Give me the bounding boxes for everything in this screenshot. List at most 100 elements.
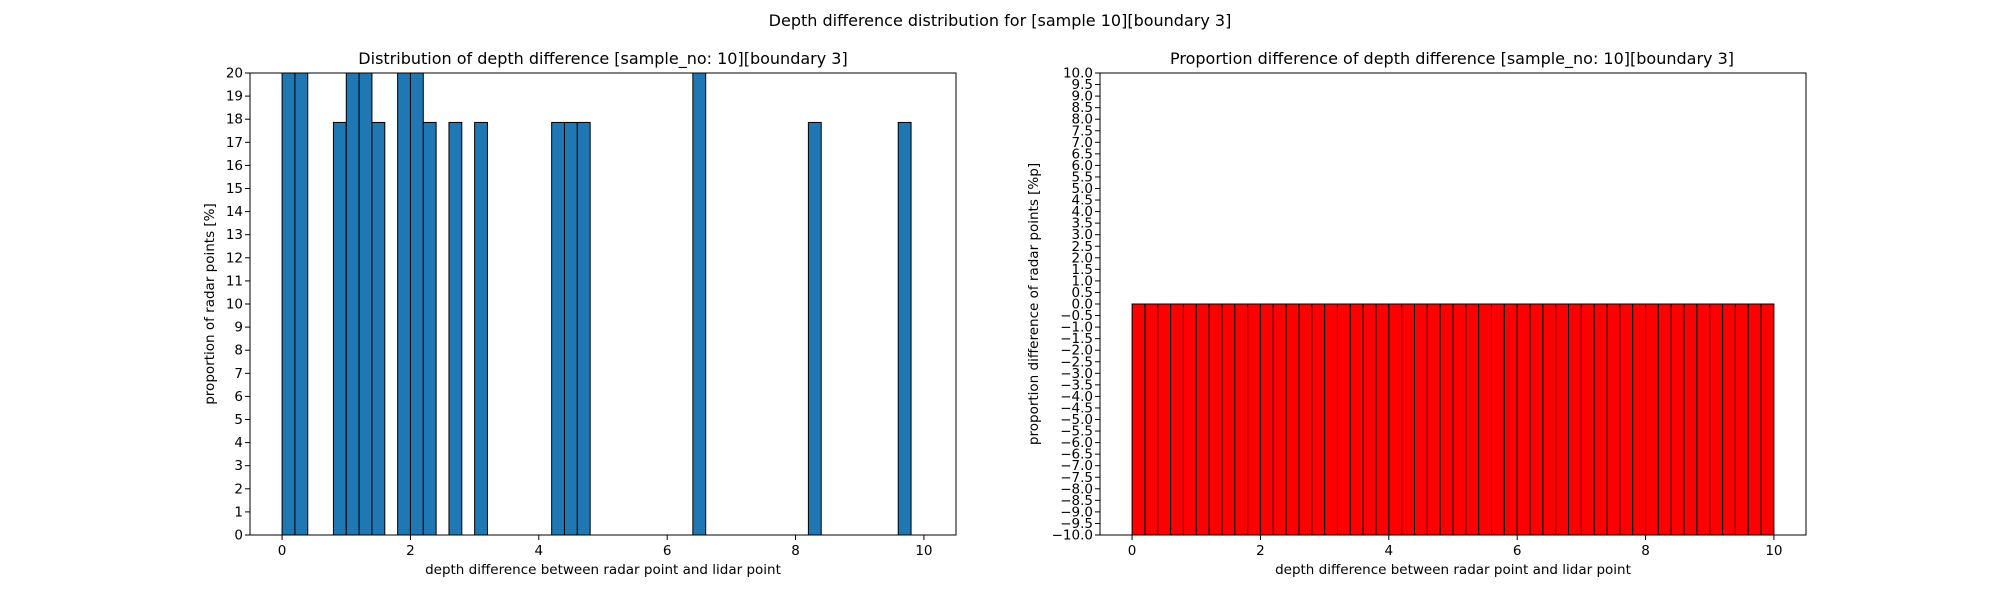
- histogram-bar: [332, 121, 347, 536]
- difference-bar: [1170, 303, 1184, 536]
- difference-bar: [1247, 303, 1261, 536]
- difference-bar: [1259, 303, 1274, 536]
- histogram-panel: Distribution of depth difference [sample…: [202, 49, 957, 578]
- difference-y-tick-label: −8.0: [1060, 481, 1093, 497]
- histogram-y-tick-label: 4: [234, 435, 243, 451]
- difference-x-axis-label: depth difference between radar point and…: [1275, 562, 1631, 578]
- histogram-y-axis-label: proportion of radar points [%]: [202, 203, 218, 405]
- histogram-y-tick-label: 2: [234, 481, 243, 497]
- difference-panel: Proportion difference of depth differenc…: [1026, 49, 1807, 578]
- histogram-x-tick-label: 0: [278, 543, 287, 559]
- histogram-y-tick-label: 13: [226, 227, 243, 243]
- difference-y-tick-label: −1.5: [1060, 331, 1093, 347]
- difference-bar: [1516, 303, 1531, 536]
- difference-y-tick-label: 0.0: [1072, 297, 1093, 313]
- difference-axes-frame: [1099, 72, 1807, 536]
- difference-y-tick-label: −7.5: [1060, 470, 1093, 486]
- histogram-bar: [897, 121, 912, 536]
- histogram-y-tick-label: 5: [234, 412, 243, 428]
- difference-bar: [1593, 303, 1608, 536]
- difference-y-tick-label: 2.5: [1072, 239, 1093, 255]
- difference-bar: [1144, 303, 1159, 536]
- difference-bar: [1182, 303, 1197, 536]
- histogram-bar: [692, 72, 707, 536]
- difference-bar: [1439, 303, 1454, 536]
- difference-y-tick-label: 8.0: [1072, 112, 1093, 128]
- difference-y-tick-label: −9.0: [1060, 504, 1093, 520]
- histogram-bar: [551, 121, 565, 536]
- histogram-bar: [422, 121, 437, 536]
- difference-bar: [1413, 303, 1428, 536]
- difference-bar: [1452, 303, 1467, 536]
- difference-y-tick-label: 1.5: [1072, 262, 1093, 278]
- difference-bar: [1465, 303, 1480, 536]
- difference-y-tick-label: −3.5: [1060, 377, 1093, 393]
- histogram-x-tick-label: 2: [406, 543, 415, 559]
- difference-y-tick-label: 7.0: [1072, 135, 1093, 151]
- difference-y-tick-label: −2.5: [1060, 354, 1093, 370]
- difference-bar: [1491, 303, 1505, 536]
- difference-bar: [1555, 303, 1570, 536]
- difference-bar: [1580, 303, 1595, 536]
- difference-y-tick-label: −10.0: [1052, 528, 1093, 544]
- histogram-y-tick-label: 14: [226, 204, 243, 220]
- histogram-bar: [409, 72, 424, 536]
- difference-y-tick-label: 5.5: [1072, 169, 1093, 185]
- difference-y-tick-label: 5.0: [1072, 181, 1093, 197]
- difference-y-tick-label: 4.0: [1072, 204, 1093, 220]
- difference-y-tick-label: 10.0: [1063, 66, 1093, 82]
- difference-y-tick-label: 9.0: [1072, 89, 1093, 105]
- histogram-x-tick-label: 10: [915, 543, 932, 559]
- difference-bar: [1709, 303, 1724, 536]
- difference-bar: [1503, 303, 1518, 536]
- difference-bar: [1529, 303, 1544, 536]
- difference-x-tick-label: 10: [1765, 543, 1782, 559]
- histogram-bar: [397, 72, 411, 536]
- difference-bar: [1285, 303, 1300, 536]
- difference-bar: [1324, 303, 1338, 536]
- difference-bar: [1696, 303, 1711, 536]
- difference-y-tick-label: −4.0: [1060, 389, 1093, 405]
- difference-y-tick-label: −6.0: [1060, 435, 1093, 451]
- difference-title: Proportion difference of depth differenc…: [1170, 49, 1734, 69]
- histogram-title: Distribution of depth difference [sample…: [358, 49, 847, 69]
- histogram-y-tick-label: 7: [234, 366, 243, 382]
- difference-bar: [1632, 303, 1647, 536]
- difference-y-tick-label: −9.5: [1060, 516, 1093, 532]
- difference-bar: [1542, 303, 1557, 536]
- difference-y-axis-label: proportion difference of radar points [%…: [1026, 163, 1042, 445]
- difference-bar: [1747, 303, 1762, 536]
- difference-bar: [1619, 303, 1634, 536]
- histogram-y-tick-label: 16: [226, 158, 243, 174]
- difference-y-tick-label: 1.0: [1072, 273, 1093, 289]
- histogram-x-tick-label: 4: [535, 543, 544, 559]
- difference-y-tick-label: 2.0: [1072, 250, 1093, 266]
- histogram-y-tick-label: 18: [226, 112, 243, 128]
- histogram-x-tick-label: 8: [791, 543, 800, 559]
- histogram-y-tick-label: 19: [226, 89, 243, 105]
- histogram-y-tick-label: 17: [226, 135, 243, 151]
- difference-bar: [1722, 303, 1736, 536]
- difference-y-tick-label: 7.5: [1072, 123, 1093, 139]
- difference-bar: [1645, 303, 1659, 536]
- histogram-y-tick-label: 3: [234, 458, 243, 474]
- difference-y-tick-label: −3.0: [1060, 366, 1093, 382]
- difference-y-tick-label: −7.0: [1060, 458, 1093, 474]
- difference-y-tick-label: −5.5: [1060, 424, 1093, 440]
- histogram-bars: [281, 72, 912, 536]
- difference-bar: [1311, 303, 1326, 536]
- difference-x-tick-label: 6: [1513, 543, 1522, 559]
- histogram-y-tick-label: 1: [234, 504, 243, 520]
- difference-y-tick-label: 6.5: [1072, 146, 1093, 162]
- histogram-bar: [345, 72, 360, 536]
- histogram-bar: [294, 72, 309, 536]
- difference-y-tick-label: −8.5: [1060, 493, 1093, 509]
- histogram-y-tick-label: 11: [226, 273, 243, 289]
- difference-bar: [1208, 303, 1223, 536]
- histogram-bar: [474, 121, 488, 536]
- difference-bar: [1760, 303, 1775, 536]
- histogram-y-tick-label: 9: [234, 320, 243, 336]
- difference-bar: [1401, 303, 1415, 536]
- difference-y-tick-label: 4.5: [1072, 193, 1093, 209]
